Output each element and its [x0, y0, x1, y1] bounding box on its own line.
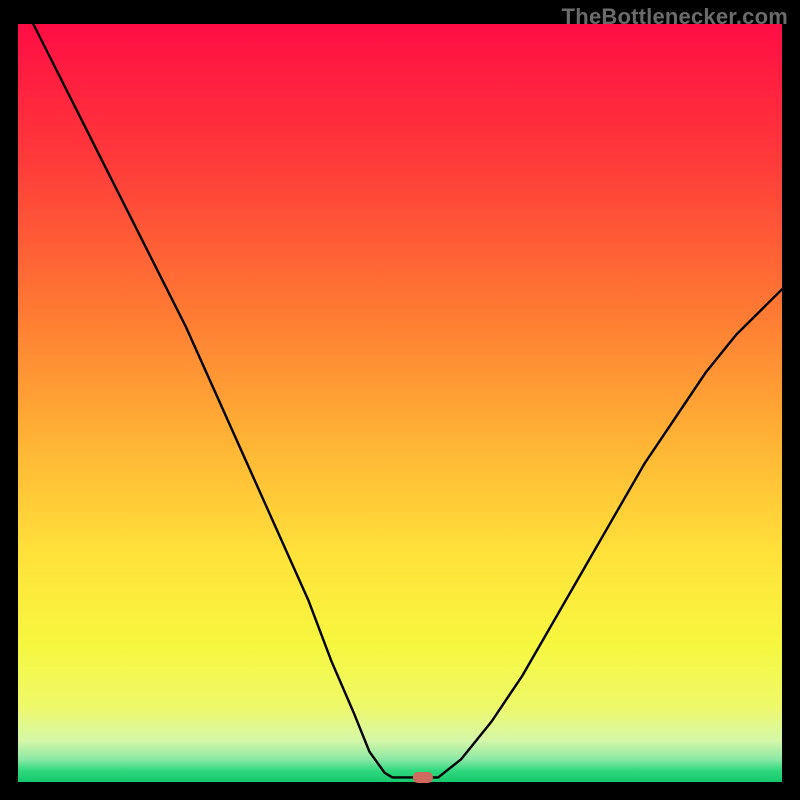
optimal-point-marker: [413, 772, 433, 783]
watermark-text: TheBottlenecker.com: [562, 4, 788, 30]
chart-frame: TheBottlenecker.com: [0, 0, 800, 800]
bottleneck-curve-chart: [0, 0, 800, 800]
plot-background: [18, 24, 782, 782]
